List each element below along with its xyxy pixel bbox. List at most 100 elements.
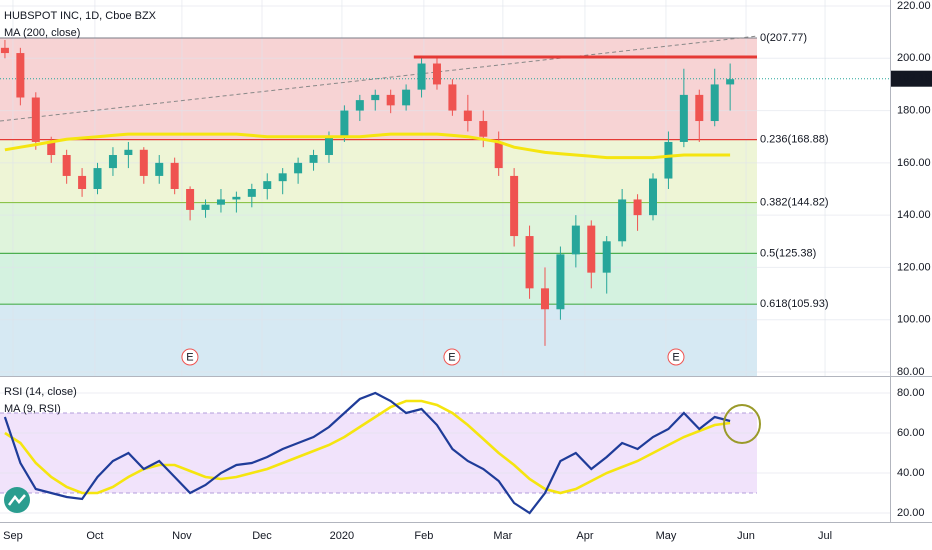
candle-body <box>155 162 164 176</box>
candle-body <box>710 84 719 122</box>
candle-body <box>695 94 704 122</box>
x-tick-label: Oct <box>86 530 103 542</box>
candle-body <box>355 100 364 111</box>
candle-body <box>525 236 534 289</box>
x-tick-label: Nov <box>172 530 192 542</box>
candle-body <box>648 178 657 216</box>
fib-band <box>0 253 757 305</box>
candle-body <box>386 94 395 106</box>
annotation-circle <box>723 404 761 444</box>
candle-body <box>108 155 117 169</box>
x-tick-label: 2020 <box>330 530 354 542</box>
fib-band <box>0 37 757 140</box>
candle-body <box>679 94 688 142</box>
fib-band <box>0 304 757 376</box>
candle-body <box>31 97 40 142</box>
earnings-marker <box>667 348 685 366</box>
candle-body <box>402 89 411 106</box>
ma-line <box>4 132 731 160</box>
x-tick-label: Apr <box>576 530 593 542</box>
earnings-label: E <box>672 351 679 363</box>
fib-band <box>0 139 757 203</box>
earnings-marker <box>443 348 461 366</box>
price-pane: 0(207.77) 0.236(168.88) 0.382(144.82) 0.5(1… <box>0 0 890 376</box>
candle-body <box>309 155 318 163</box>
candle-body <box>371 94 380 101</box>
rsi-band <box>0 413 757 493</box>
candle-body <box>479 121 488 137</box>
candle-body <box>571 225 580 255</box>
candle-body <box>587 225 596 273</box>
candle-body <box>139 149 148 176</box>
candle-body <box>324 136 333 156</box>
labels: HUBSPOT INC, 1D, Cboe BZX MA (200, close… <box>4 10 157 415</box>
last-price-box <box>891 70 932 87</box>
earnings-marker <box>181 348 199 366</box>
x-tick-label: Feb <box>414 530 433 542</box>
candle-body <box>93 168 102 189</box>
candle-body <box>602 241 611 273</box>
candle-body <box>278 173 287 182</box>
series-line <box>3 391 731 515</box>
candle-body <box>0 47 9 54</box>
y-tick-label: 220.00 <box>897 0 931 12</box>
candle-body <box>510 175 519 237</box>
candle-body <box>247 189 256 197</box>
earnings-label: E <box>186 351 193 363</box>
logo <box>4 487 30 513</box>
x-tick-label: Jul <box>818 530 832 542</box>
candle-body <box>463 110 472 122</box>
fib-band <box>0 202 757 254</box>
candle-body <box>726 79 735 85</box>
candle-body <box>540 288 549 310</box>
y-tick-label: 80.00 <box>897 387 925 399</box>
candle-body <box>124 149 133 156</box>
y-tick-label: 200.00 <box>897 52 931 64</box>
y-tick-label: 20.00 <box>897 507 925 519</box>
candle-body <box>618 199 627 242</box>
logo-mark <box>8 494 26 506</box>
candle-body <box>448 84 457 111</box>
candle-body <box>417 63 426 90</box>
rsi-pane <box>0 391 890 515</box>
rsi-ma-legend: MA (9, RSI) <box>4 403 61 415</box>
earnings-label: E <box>448 351 455 363</box>
candle-body <box>216 199 225 205</box>
fib-label: 0.236(168.88) <box>760 134 829 146</box>
rsi-legend: RSI (14, close) <box>4 386 77 398</box>
candle-body <box>201 204 210 210</box>
y-tick-label: 80.00 <box>897 366 925 378</box>
x-tick-label: Jun <box>737 530 755 542</box>
candle-body <box>294 162 303 174</box>
y-tick-label: 160.00 <box>897 157 931 169</box>
fib-label: 0.5(125.38) <box>760 247 816 259</box>
candle-body <box>340 110 349 137</box>
candle-body <box>232 196 241 200</box>
candle-body <box>664 141 673 179</box>
x-tick-label: Sep <box>3 530 23 542</box>
y-tick-label: 140.00 <box>897 209 931 221</box>
y-tick-label: 60.00 <box>897 427 925 439</box>
candle-body <box>170 162 179 189</box>
fib-label: 0.618(105.93) <box>760 298 829 310</box>
y-tick-label: 40.00 <box>897 467 925 479</box>
series-line <box>4 399 731 495</box>
candle-body <box>263 181 272 189</box>
candle-body <box>62 155 71 176</box>
candle-body <box>186 189 195 210</box>
fib-label: 0(207.77) <box>760 32 807 44</box>
chart-title: HUBSPOT INC, 1D, Cboe BZX <box>4 10 157 22</box>
y-tick-label: 100.00 <box>897 314 931 326</box>
x-tick-label: May <box>656 530 677 542</box>
y-tick-label: 180.00 <box>897 104 931 116</box>
candle-body <box>432 63 441 85</box>
candle-body <box>556 254 565 310</box>
y-tick-label: 120.00 <box>897 261 931 273</box>
last-price-label: 192.19 <box>897 73 931 85</box>
candle-body <box>16 53 25 98</box>
ma-legend: MA (200, close) <box>4 27 80 39</box>
fib-label: 0.382(144.82) <box>760 196 829 208</box>
candle-body <box>494 141 503 169</box>
candle-body <box>47 141 56 156</box>
